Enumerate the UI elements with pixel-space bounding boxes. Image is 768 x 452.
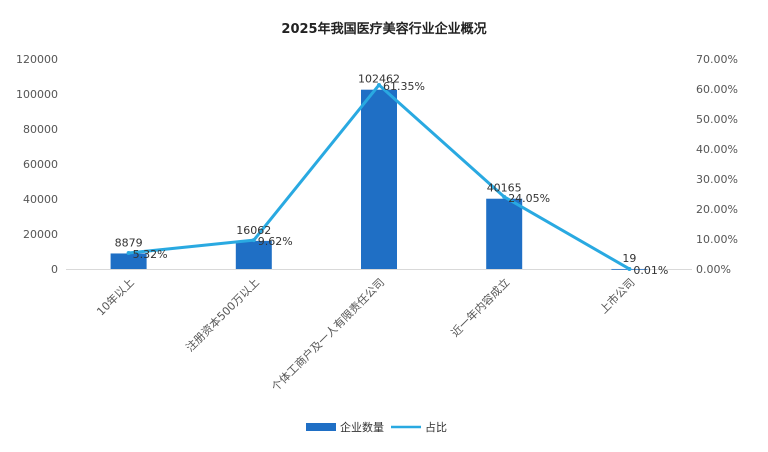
line-data-label: 0.01% — [633, 264, 668, 277]
left-axis-tick-label: 0 — [51, 263, 58, 276]
line-data-label: 9.62% — [258, 235, 293, 248]
right-axis-tick-label: 20.00% — [696, 203, 738, 216]
right-axis-tick-label: 60.00% — [696, 83, 738, 96]
right-axis-tick-label: 10.00% — [696, 233, 738, 246]
right-axis-tick-label: 30.00% — [696, 173, 738, 186]
line-point — [502, 194, 507, 199]
left-axis-tick-label: 80000 — [23, 123, 58, 136]
bar — [235, 240, 272, 269]
bar-data-labels: 8879 16062 102462 40165 19 — [115, 73, 637, 265]
line-point — [251, 238, 256, 243]
x-category-label: 个体工商户及一人有限责任公司 — [268, 275, 387, 394]
line-data-label: 24.05% — [508, 192, 550, 205]
line-data-label: 5.32% — [133, 248, 168, 261]
line-point — [126, 251, 131, 256]
bar-data-label: 102462 — [358, 73, 400, 86]
x-category-label: 10年以上 — [94, 275, 137, 318]
bar — [486, 198, 523, 269]
bar-data-label: 8879 — [115, 236, 143, 249]
legend-label-line: 占比 — [425, 420, 447, 434]
line-series — [126, 82, 632, 271]
right-axis-tick-label: 70.00% — [696, 53, 738, 66]
right-axis-tick-label: 50.00% — [696, 113, 738, 126]
left-axis: 0 20000 40000 60000 80000 100000 120000 — [16, 53, 58, 276]
left-axis-tick-label: 20000 — [23, 228, 58, 241]
right-axis-tick-label: 40.00% — [696, 143, 738, 156]
x-category-label: 注册资本500万以上 — [183, 275, 262, 354]
bar-data-label: 19 — [622, 252, 636, 265]
bar-series — [110, 89, 648, 270]
line-point — [377, 82, 381, 87]
x-axis-categories: 10年以上 注册资本500万以上 个体工商户及一人有限责任公司 近一年内容成立 上市公司 — [94, 275, 638, 394]
x-category-label: 近一年内容成立 — [448, 275, 512, 339]
line-data-label: 61.35% — [383, 80, 425, 93]
legend-label-bar: 企业数量 — [340, 420, 384, 434]
right-axis-tick-label: 0.00% — [696, 263, 731, 276]
right-axis: 0.00% 10.00% 20.00% 30.00% 40.00% 50.00% 60.00… — [696, 53, 738, 276]
left-axis-tick-label: 40000 — [23, 193, 58, 206]
bar-data-label: 16062 — [236, 224, 271, 237]
bar — [110, 253, 147, 269]
legend: 企业数量 占比 — [306, 420, 447, 434]
left-axis-tick-label: 120000 — [16, 53, 58, 66]
chart-title: 2025年我国医疗美容行业企业概况 — [281, 21, 486, 37]
line-data-labels: 5.32% 9.62% 61.35% 24.05% 0.01% — [133, 80, 669, 277]
line-point — [627, 266, 632, 271]
bar — [361, 89, 397, 269]
left-axis-tick-label: 60000 — [23, 158, 58, 171]
legend-swatch-bar — [306, 423, 336, 431]
left-axis-tick-label: 100000 — [16, 88, 58, 101]
bar-data-label: 40165 — [487, 182, 522, 195]
x-category-label: 上市公司 — [597, 275, 638, 316]
